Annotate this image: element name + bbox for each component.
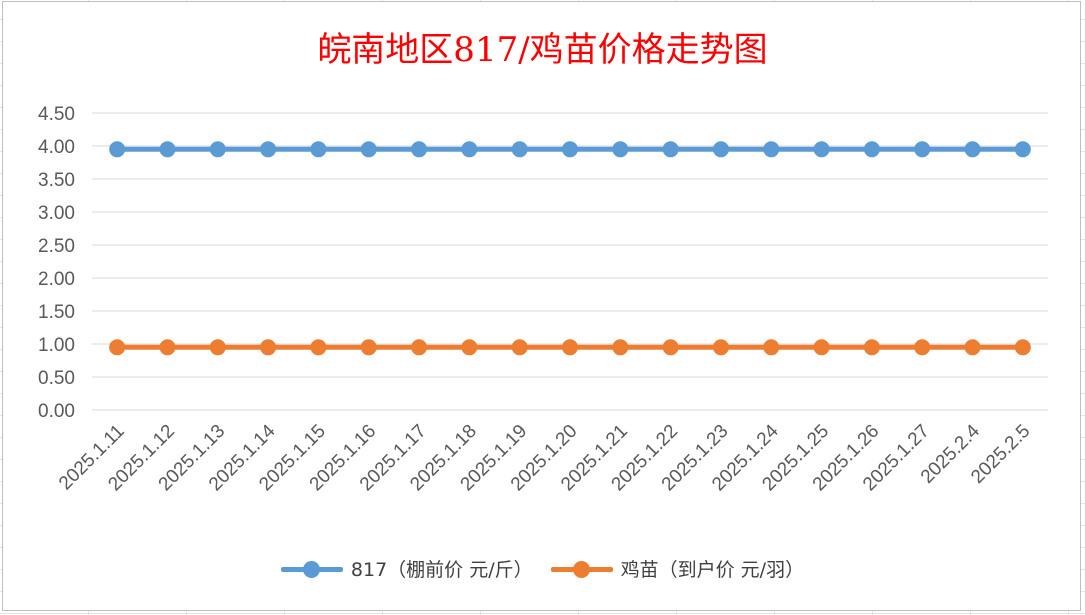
series-1-point xyxy=(763,339,780,356)
chart-title: 皖南地区817/鸡苗价格走势图 xyxy=(317,30,768,70)
series-0-point xyxy=(360,141,377,158)
series-1-point xyxy=(813,339,830,356)
series-0-point xyxy=(310,141,327,158)
series-0-point xyxy=(461,141,478,158)
y-tick-label: 2.50 xyxy=(38,236,75,257)
series-1-point xyxy=(209,339,226,356)
series-0-point xyxy=(159,141,176,158)
legend-item-chick: 鸡苗（到户价 元/羽） xyxy=(550,555,805,582)
legend-marker-817 xyxy=(302,560,320,578)
y-tick-label: 1.50 xyxy=(38,302,75,323)
series-0-point xyxy=(964,141,981,158)
series-1-point xyxy=(260,339,277,356)
series-0-point xyxy=(712,141,729,158)
series-0-point xyxy=(863,141,880,158)
series-0-point xyxy=(813,141,830,158)
series-0-point xyxy=(109,141,126,158)
y-tick-label: 3.50 xyxy=(38,170,75,191)
series-1-point xyxy=(712,339,729,356)
series-1-point xyxy=(411,339,428,356)
legend-item-817: 817（棚前价 元/斤） xyxy=(280,555,533,582)
y-tick-label: 0.50 xyxy=(38,368,75,389)
series-1-point xyxy=(159,339,176,356)
series-0-point xyxy=(914,141,931,158)
series-0-point xyxy=(260,141,277,158)
series-0-point xyxy=(511,141,528,158)
legend-marker-chick xyxy=(572,560,590,578)
y-tick-label: 1.00 xyxy=(38,335,75,356)
series-0-point xyxy=(562,141,578,158)
legend-label-817: 817（棚前价 元/斤） xyxy=(350,559,533,581)
series-1-point xyxy=(310,339,327,356)
series-1-point xyxy=(914,339,931,356)
series-1-point xyxy=(461,339,478,356)
series-0-point xyxy=(209,141,226,158)
y-tick-label: 3.00 xyxy=(38,203,75,224)
series-1-point xyxy=(360,339,377,356)
series-0-point xyxy=(411,141,428,158)
y-tick-label: 0.00 xyxy=(38,401,75,422)
series-1-point xyxy=(662,339,679,356)
series-0-point xyxy=(763,141,780,158)
legend-swatch-chick xyxy=(550,560,613,578)
series-1-point xyxy=(562,339,578,356)
series-0-point xyxy=(1014,141,1031,158)
series-1-point xyxy=(863,339,880,356)
y-tick-label: 4.00 xyxy=(38,137,75,158)
y-tick-label: 2.00 xyxy=(38,269,75,290)
y-tick-label: 4.50 xyxy=(38,104,75,125)
series-1-point xyxy=(109,339,126,356)
legend-label-chick: 鸡苗（到户价 元/羽） xyxy=(620,559,805,581)
series-1-point xyxy=(1014,339,1031,356)
series-0-point xyxy=(612,141,629,158)
series-1-point xyxy=(612,339,629,356)
series-1-point xyxy=(964,339,981,356)
series-0-point xyxy=(662,141,679,158)
chart-legend: 817（棚前价 元/斤） 鸡苗（到户价 元/羽） xyxy=(0,555,1085,582)
series-1-point xyxy=(511,339,528,356)
legend-swatch-817 xyxy=(280,560,343,578)
